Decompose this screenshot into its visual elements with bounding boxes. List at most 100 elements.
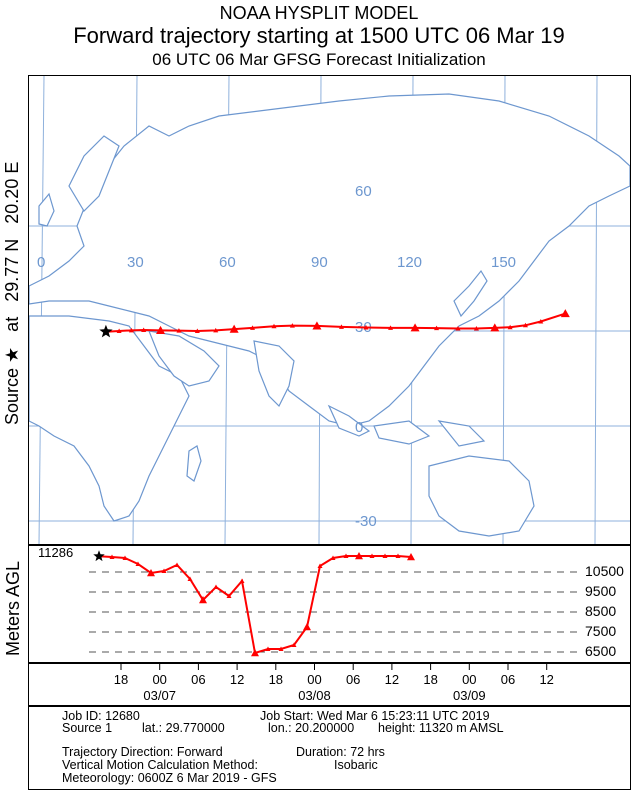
trajectory-marker: [156, 325, 166, 334]
trajectory-title: Forward trajectory starting at 1500 UTC …: [73, 23, 565, 48]
trajectory-marker: [278, 646, 284, 651]
trajectory-marker: [128, 327, 134, 333]
trajectory-marker: [199, 596, 207, 604]
forecast-subtitle: 06 UTC 06 Mar GFSG Forecast Initializati…: [152, 50, 486, 69]
lon-label: 120: [397, 254, 422, 271]
trajectory-marker: [538, 319, 544, 324]
trajectory-marker: [174, 562, 180, 567]
start-height-label: 11286: [38, 545, 74, 560]
lat-label: 0: [355, 419, 363, 436]
trajectory-marker: [410, 323, 420, 332]
hour-label: 12: [539, 672, 553, 687]
lat-label: 60: [355, 183, 372, 200]
trajectory-marker: [355, 552, 363, 560]
profile-line: [98, 555, 412, 655]
trajectory-marker: [161, 568, 167, 573]
trajectory-marker: [507, 324, 513, 330]
trajectory-marker: [251, 649, 259, 657]
lon-label: 150: [491, 254, 516, 271]
lon-label: 30: [127, 254, 144, 271]
trajectory-marker: [289, 323, 295, 328]
trajectory-marker: [434, 325, 440, 331]
hour-label: 12: [385, 672, 399, 687]
hour-label: 18: [269, 672, 283, 687]
date-label: 03/08: [298, 688, 331, 703]
trajectory-marker: [271, 323, 277, 329]
hour-label: 00: [462, 672, 476, 687]
source-height: height: 11320 m AMSL: [378, 721, 504, 735]
trajectory-marker: [382, 553, 388, 558]
hour-label: 00: [152, 672, 166, 687]
time-axis-panel: 18 00 06 12 18 00 06 12 18 00 06 12 03/07 03/08 03/09: [28, 663, 631, 706]
trajectory-marker: [455, 325, 461, 331]
trajectory-marker: [194, 328, 200, 333]
model-title: NOAA HYSPLIT MODEL: [219, 3, 419, 23]
trajectory-marker: [109, 554, 115, 559]
trajectory-marker: [229, 324, 239, 333]
trajectory-marker: [343, 553, 349, 558]
source-label-part: at: [2, 316, 22, 332]
trajectory-marker: [187, 576, 193, 581]
date-label: 03/07: [143, 688, 176, 703]
source-location-label: Source ★ at 29.77 N 20.20 E: [2, 125, 23, 425]
trajectory-marker: [395, 553, 401, 558]
trajectory-marker: [363, 325, 369, 330]
hour-label: 06: [501, 672, 515, 687]
lon-label: 0: [37, 254, 45, 271]
trajectory-marker: [226, 593, 232, 598]
vertical-panel: [28, 545, 631, 663]
lon-label: 60: [219, 254, 236, 271]
lon-label: 90: [311, 254, 328, 271]
trajectory-marker: [388, 325, 394, 330]
trajectory-path: [99, 309, 570, 338]
source-label-part: Source ★: [2, 346, 22, 425]
trajectory-marker: [265, 646, 271, 651]
hour-label: 18: [423, 672, 437, 687]
trajectory-marker: [330, 555, 336, 560]
date-label: 03/09: [453, 688, 486, 703]
hour-label: 00: [307, 672, 321, 687]
source-lat: lat.: 29.770000: [142, 721, 225, 735]
star-icon: [93, 550, 105, 562]
hour-label: 06: [346, 672, 360, 687]
level-label: 7500: [585, 623, 617, 639]
job-start: Job Start: Wed Mar 6 15:23:11 UTC 2019: [260, 709, 490, 723]
trajectory-marker: [407, 553, 415, 561]
trajectory-marker: [213, 327, 219, 333]
level-label: 9500: [585, 583, 617, 599]
trajectory-marker: [490, 323, 500, 332]
trajectory-marker: [317, 563, 323, 568]
hour-label: 12: [230, 672, 244, 687]
trajectory-marker: [176, 328, 182, 333]
time-axis-svg: 18 00 06 12 18 00 06 12 18 00 06 12 03/07 03/08 03/09: [114, 664, 554, 703]
trajectory-marker: [213, 584, 219, 589]
duration: Duration: 72 hrs: [296, 745, 385, 759]
trajectory-marker: [338, 324, 344, 329]
level-label: 10500: [585, 563, 624, 579]
trajectory-marker: [291, 642, 297, 647]
trajectory-marker: [369, 553, 375, 558]
vertical-method-value: Isobaric: [334, 758, 378, 772]
source-id: Source 1: [62, 721, 113, 735]
trajectory-marker: [250, 325, 256, 330]
trajectory-marker: [560, 309, 570, 318]
trajectory-marker: [473, 325, 479, 331]
trajectory-marker: [303, 623, 311, 631]
trajectory-direction: Trajectory Direction: Forward: [62, 745, 223, 759]
coastlines: [28, 93, 631, 537]
trajectory-marker: [147, 569, 155, 577]
level-label: 6500: [585, 643, 617, 659]
map-panel: 0 30 60 90 120 150 60 30 0 -30: [28, 75, 631, 545]
trajectory-marker: [239, 578, 245, 583]
graticule-labels: 0 30 60 90 120 150 60 30 0 -30: [37, 183, 516, 530]
meteorology: Meteorology: 0600Z 6 Mar 2019 - GFS: [62, 771, 277, 785]
hour-label: 18: [114, 672, 128, 687]
map-svg: 0 30 60 90 120 150 60 30 0 -30: [28, 75, 631, 545]
trajectory-marker: [522, 322, 528, 328]
trajectory-marker: [122, 555, 128, 560]
vertical-axis-label: Meters AGL: [3, 560, 23, 656]
trajectory-marker: [141, 327, 147, 333]
source-lon: lon.: 20.200000: [268, 721, 355, 735]
star-icon: [99, 324, 113, 338]
trajectory-marker: [116, 328, 122, 333]
